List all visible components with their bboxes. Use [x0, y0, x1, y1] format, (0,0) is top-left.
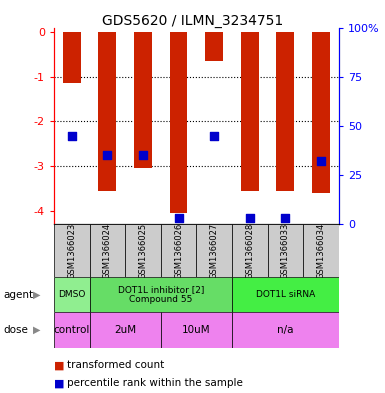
Bar — [54, 312, 89, 348]
Point — [282, 215, 288, 221]
Bar — [312, 32, 330, 193]
Bar — [241, 32, 259, 191]
Bar — [125, 224, 161, 277]
Point — [140, 152, 146, 158]
Bar — [268, 224, 303, 277]
Bar — [205, 32, 223, 61]
Point — [69, 132, 75, 139]
Bar — [63, 32, 80, 83]
Bar — [134, 32, 152, 168]
Text: DOT1L inhibitor [2]
Compound 55: DOT1L inhibitor [2] Compound 55 — [117, 285, 204, 305]
Bar — [303, 224, 339, 277]
Text: ■: ■ — [54, 378, 64, 388]
Bar — [89, 224, 125, 277]
Text: 10uM: 10uM — [182, 325, 211, 335]
Bar — [99, 32, 116, 191]
Bar — [276, 32, 294, 191]
Text: percentile rank within the sample: percentile rank within the sample — [67, 378, 243, 388]
Text: GSM1366027: GSM1366027 — [210, 222, 219, 279]
Text: GSM1366026: GSM1366026 — [174, 222, 183, 279]
Bar — [161, 312, 232, 348]
Bar — [232, 224, 268, 277]
Text: DOT1L siRNA: DOT1L siRNA — [256, 290, 315, 299]
Text: GSM1366034: GSM1366034 — [316, 222, 325, 279]
Text: GSM1366033: GSM1366033 — [281, 222, 290, 279]
Bar — [89, 312, 161, 348]
Point — [247, 215, 253, 221]
Bar — [196, 224, 232, 277]
Bar — [170, 32, 187, 213]
Text: transformed count: transformed count — [67, 360, 165, 371]
Text: dose: dose — [4, 325, 29, 335]
Text: agent: agent — [4, 290, 34, 300]
Text: DMSO: DMSO — [58, 290, 85, 299]
Text: control: control — [54, 325, 90, 335]
Text: n/a: n/a — [277, 325, 294, 335]
Text: GDS5620 / ILMN_3234751: GDS5620 / ILMN_3234751 — [102, 14, 283, 28]
Point — [176, 215, 182, 221]
Point — [104, 152, 110, 158]
Bar — [161, 224, 196, 277]
Text: GSM1366025: GSM1366025 — [139, 222, 147, 279]
Text: GSM1366024: GSM1366024 — [103, 222, 112, 279]
Text: ■: ■ — [54, 360, 64, 371]
Text: ▶: ▶ — [33, 290, 40, 300]
Bar — [232, 277, 339, 312]
Text: GSM1366023: GSM1366023 — [67, 222, 76, 279]
Bar — [54, 224, 89, 277]
Text: GSM1366028: GSM1366028 — [245, 222, 254, 279]
Bar — [89, 277, 232, 312]
Bar — [54, 277, 89, 312]
Bar — [232, 312, 339, 348]
Point — [318, 158, 324, 164]
Point — [211, 132, 217, 139]
Text: ▶: ▶ — [33, 325, 40, 335]
Text: 2uM: 2uM — [114, 325, 136, 335]
